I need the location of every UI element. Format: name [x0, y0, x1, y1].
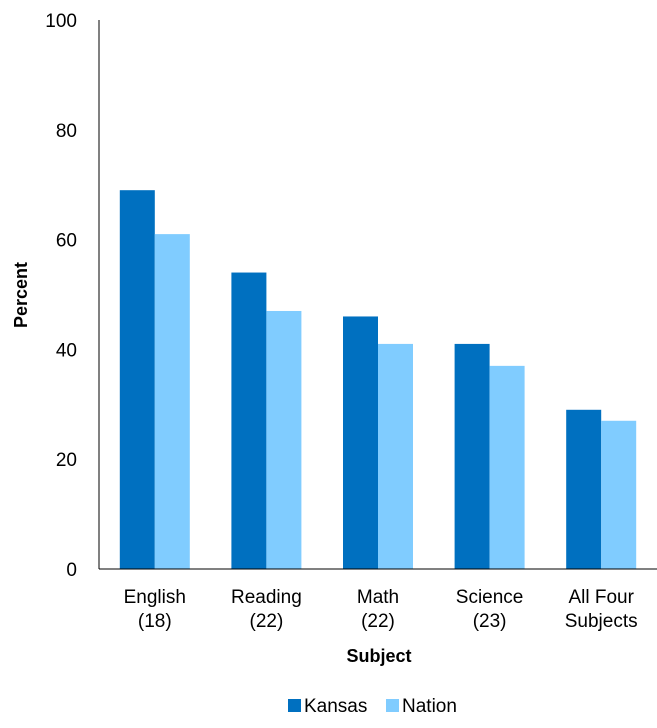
- bar-nation-4: [601, 420, 637, 569]
- bar-nation-3: [489, 365, 525, 569]
- x-axis-title: Subject: [346, 646, 411, 666]
- bar-kansas-3: [454, 343, 490, 569]
- bar-nation-0: [154, 234, 190, 570]
- bars: [119, 190, 637, 570]
- x-axis-ticks: English (18) Reading (22) Math (22) Science (23…: [124, 587, 638, 632]
- x-category-line: Science: [456, 587, 524, 608]
- bar-kansas-0: [119, 190, 155, 569]
- y-tick-label: 20: [56, 450, 77, 471]
- x-category-line: (23): [473, 611, 507, 632]
- x-category-label: All Four Subjects: [565, 587, 638, 632]
- y-axis-title: Percent: [11, 262, 31, 328]
- x-category-line: Math: [357, 587, 399, 608]
- x-category-label: English (18): [124, 587, 186, 632]
- x-category-line: (22): [250, 611, 284, 632]
- legend-label-nation: Nation: [402, 696, 457, 717]
- x-category-line: Reading: [231, 587, 302, 608]
- legend: Kansas Nation: [288, 696, 457, 717]
- bar-kansas-4: [566, 409, 602, 569]
- legend-swatch-nation: [386, 699, 399, 712]
- y-tick-label: 40: [56, 340, 77, 361]
- x-category-label: Reading (22): [231, 587, 302, 632]
- y-axis-ticks: 0 20 40 60 80 100: [45, 11, 77, 581]
- x-category-line: All Four: [568, 587, 634, 608]
- axes: [98, 20, 657, 570]
- x-category-line: (18): [138, 611, 172, 632]
- y-tick-label: 100: [45, 11, 77, 32]
- y-tick-label: 0: [66, 560, 77, 581]
- bar-nation-1: [266, 310, 302, 569]
- bar-kansas-1: [231, 272, 267, 569]
- bar-nation-2: [378, 343, 413, 569]
- bar-kansas-2: [343, 316, 378, 569]
- x-category-line: (22): [361, 611, 395, 632]
- x-category-line: English: [124, 587, 186, 608]
- legend-label-kansas: Kansas: [304, 696, 367, 717]
- x-category-line: Subjects: [565, 611, 638, 632]
- x-category-label: Math (22): [357, 587, 399, 632]
- y-tick-label: 60: [56, 231, 77, 252]
- x-category-label: Science (23): [456, 587, 524, 632]
- legend-swatch-kansas: [288, 699, 301, 712]
- y-tick-label: 80: [56, 121, 77, 142]
